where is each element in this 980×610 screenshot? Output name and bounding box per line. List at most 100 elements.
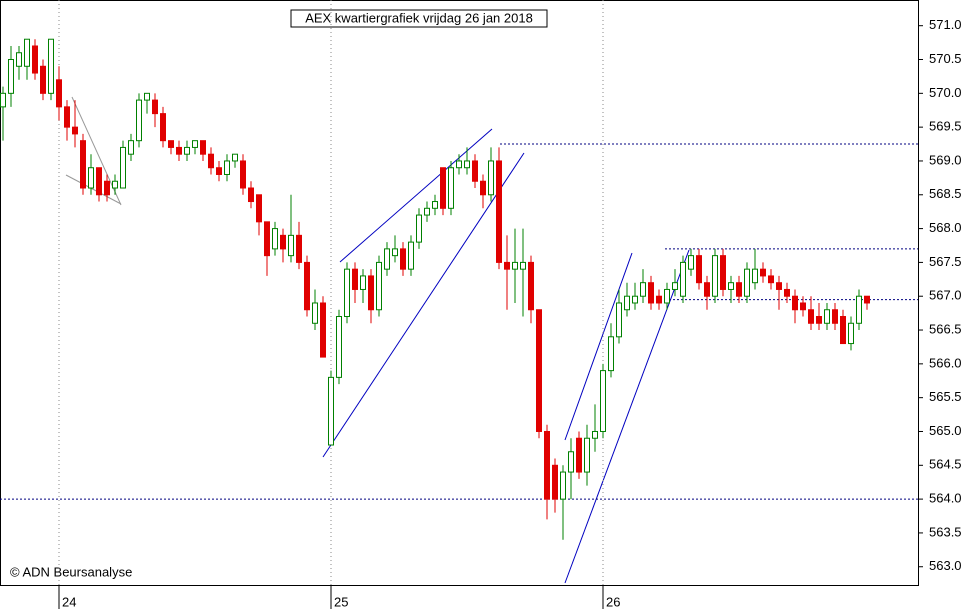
candle-body bbox=[88, 167, 94, 189]
candle-body bbox=[776, 282, 782, 290]
candle-body bbox=[184, 146, 190, 155]
candle-body bbox=[736, 282, 742, 297]
x-tick-label: 24 bbox=[62, 594, 76, 609]
y-tick-label: 565.0 bbox=[929, 423, 962, 438]
y-tick-label: 563.5 bbox=[929, 524, 962, 539]
candle-body bbox=[368, 275, 374, 311]
candle-body bbox=[120, 146, 126, 189]
candle-body bbox=[320, 302, 326, 358]
y-tick-label: 563.0 bbox=[929, 558, 962, 573]
candle-body bbox=[504, 261, 510, 270]
candle-body bbox=[696, 255, 702, 284]
candle-body bbox=[824, 309, 830, 324]
candle-body bbox=[280, 234, 286, 250]
candle-body bbox=[784, 288, 790, 297]
candle-body bbox=[752, 268, 758, 284]
y-tick-label: 566.0 bbox=[929, 355, 962, 370]
candle-body bbox=[632, 295, 638, 304]
candle-body bbox=[312, 302, 318, 324]
candle-body bbox=[352, 268, 358, 290]
y-tick-label: 566.5 bbox=[929, 321, 962, 336]
candle-body bbox=[392, 248, 398, 257]
candle-body bbox=[624, 295, 630, 311]
candle-body bbox=[512, 261, 518, 270]
candle-body bbox=[800, 302, 806, 311]
candle-body bbox=[672, 282, 678, 290]
candle-body bbox=[40, 65, 46, 94]
candle-body bbox=[288, 234, 294, 257]
trend-line bbox=[65, 174, 122, 205]
y-tick-label: 564.0 bbox=[929, 491, 962, 506]
x-tick-label: 26 bbox=[606, 594, 620, 609]
chart-title: AEX kwartiergrafiek vrijdag 26 jan 2018 bbox=[305, 10, 533, 25]
candle-body bbox=[592, 430, 598, 439]
candle-body bbox=[256, 194, 262, 223]
candle-body bbox=[272, 228, 278, 250]
candle-body bbox=[408, 241, 414, 270]
y-tick-label: 569.0 bbox=[929, 152, 962, 167]
y-tick-label: 570.0 bbox=[929, 85, 962, 100]
candle-body bbox=[296, 234, 302, 263]
y-tick-label: 571.0 bbox=[929, 17, 962, 32]
candle-body bbox=[664, 288, 670, 304]
candle-body bbox=[136, 99, 142, 142]
candle-body bbox=[0, 92, 6, 108]
copyright: © ADN Beursanalyse bbox=[10, 564, 132, 579]
y-tick-label: 570.5 bbox=[929, 51, 962, 66]
candle-body bbox=[200, 140, 206, 155]
candle-body bbox=[744, 268, 750, 297]
candle-body bbox=[376, 261, 382, 311]
candle-body bbox=[328, 376, 334, 446]
y-tick-label: 567.5 bbox=[929, 254, 962, 269]
plot-frame bbox=[0, 0, 919, 586]
candle-body bbox=[32, 45, 38, 74]
candle-body bbox=[8, 59, 14, 94]
y-tick-label: 568.5 bbox=[929, 186, 962, 201]
candle-body bbox=[680, 261, 686, 297]
candle-body bbox=[344, 268, 350, 318]
candle-body bbox=[608, 336, 614, 372]
candle-body bbox=[832, 309, 838, 324]
y-tick-label: 564.5 bbox=[929, 457, 962, 472]
y-tick-label: 568.0 bbox=[929, 220, 962, 235]
candle-body bbox=[792, 295, 798, 311]
candle-body bbox=[704, 282, 710, 297]
candle-body bbox=[64, 106, 70, 128]
candle-body bbox=[424, 207, 430, 216]
candle-body bbox=[240, 160, 246, 189]
candle-body bbox=[544, 430, 550, 500]
candle-body bbox=[24, 38, 30, 67]
candle-body bbox=[96, 167, 102, 196]
candle-body bbox=[48, 38, 54, 94]
x-tick-label: 25 bbox=[334, 594, 348, 609]
candle-body bbox=[848, 322, 854, 345]
candle-body bbox=[472, 160, 478, 182]
candle-body bbox=[232, 153, 238, 162]
candle-body bbox=[768, 275, 774, 284]
y-tick-label: 567.0 bbox=[929, 288, 962, 303]
candle-body bbox=[712, 255, 718, 297]
candle-body bbox=[840, 316, 846, 345]
candle-body bbox=[552, 464, 558, 500]
candle-body bbox=[16, 52, 22, 67]
candle-body bbox=[480, 180, 486, 196]
candle-body bbox=[144, 92, 150, 101]
candle-body bbox=[304, 261, 310, 311]
candle-body bbox=[496, 160, 502, 263]
candle-body bbox=[688, 255, 694, 270]
candle-body bbox=[488, 160, 494, 196]
y-tick-label: 569.5 bbox=[929, 119, 962, 134]
candle-body bbox=[584, 437, 590, 473]
candle-body bbox=[856, 295, 862, 324]
candle-body bbox=[864, 295, 870, 304]
candle-body bbox=[264, 221, 270, 257]
candle-body bbox=[616, 302, 622, 338]
candle-body bbox=[80, 140, 86, 189]
candle-body bbox=[808, 309, 814, 324]
trend-line bbox=[322, 152, 525, 458]
candle-body bbox=[216, 167, 222, 175]
candle-body bbox=[56, 79, 62, 108]
candle-body bbox=[640, 282, 646, 297]
candle-body bbox=[576, 437, 582, 473]
